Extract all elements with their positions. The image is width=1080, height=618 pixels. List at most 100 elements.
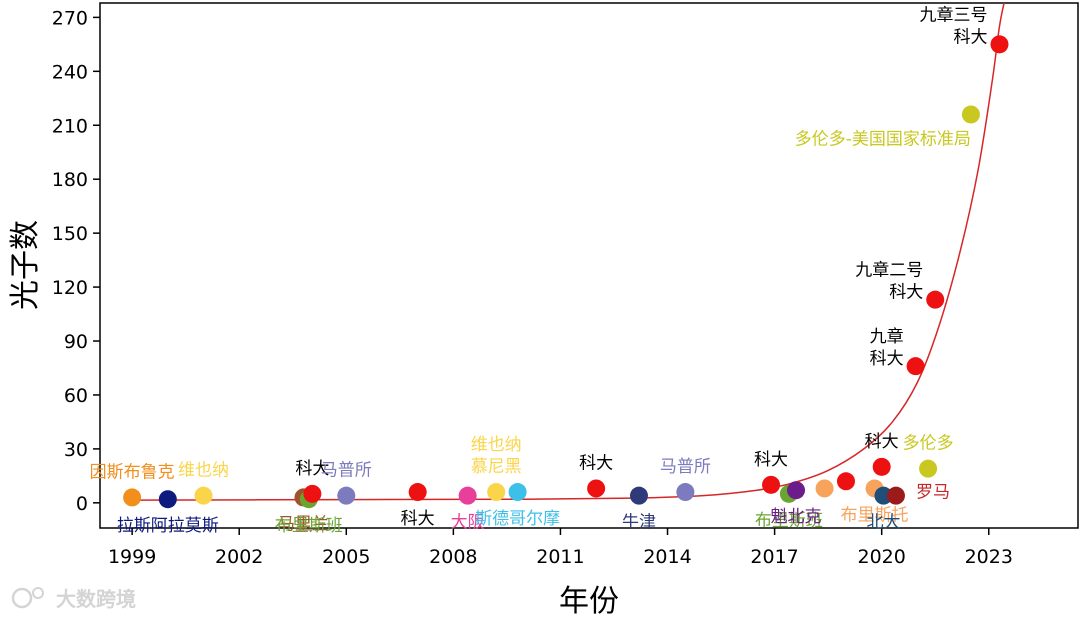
data-point [874, 486, 893, 505]
data-label: 科大 [865, 432, 899, 452]
data-label-line: 因斯布鲁克 [90, 462, 175, 482]
data-label-line: 魁北克 [771, 507, 822, 527]
data-label: 九章三号科大 [919, 5, 987, 47]
data-point [926, 290, 945, 309]
data-label: 九章科大 [870, 327, 904, 369]
data-point [836, 472, 855, 491]
data-label: 大阪 [451, 513, 485, 533]
data-label-line: 马普所 [321, 461, 372, 481]
data-label-line: 慕尼黑 [471, 457, 522, 477]
data-label: 罗马 [916, 483, 950, 503]
y-tick-label: 0 [76, 493, 88, 515]
data-label: 科大 [754, 450, 788, 470]
data-point [458, 486, 477, 505]
data-label-line: 科大 [953, 27, 987, 47]
data-label-line: 科大 [870, 349, 904, 369]
data-label: 布里斯班 [275, 516, 343, 536]
y-tick-label: 210 [52, 115, 88, 137]
data-point [815, 479, 834, 498]
x-tick-label: 1999 [108, 546, 156, 568]
plot-area-frame [99, 2, 1079, 529]
watermark-logo-dot-icon [32, 587, 44, 599]
data-label-line: 拉斯阿拉莫斯 [117, 516, 219, 536]
y-axis: 0 30 60 90 120 150 180 210 240 270 [52, 7, 100, 515]
data-label: 马普所 [321, 461, 372, 481]
data-label-line: 布里斯班 [755, 511, 823, 531]
data-label: 拉斯阿拉莫斯 [117, 516, 219, 536]
data-point [303, 484, 322, 503]
watermark: 大数跨境 [11, 587, 136, 611]
data-label: 斯德哥尔摩 [475, 509, 560, 529]
data-point [487, 483, 506, 502]
data-point [629, 486, 648, 505]
data-label-line: 九章三号 [919, 5, 987, 25]
data-points [123, 35, 1009, 509]
data-label-line: 科大 [295, 459, 329, 479]
data-label-line: 科大 [754, 450, 788, 470]
data-point [408, 483, 427, 502]
data-label: 多伦多 [903, 434, 954, 454]
data-point [990, 35, 1009, 54]
x-tick-label: 2008 [429, 546, 477, 568]
data-label-line: 九章二号 [855, 261, 923, 281]
data-label-line: 布里斯托 [841, 505, 909, 525]
x-tick-label: 2014 [643, 546, 691, 568]
x-tick-label: 2011 [536, 546, 584, 568]
data-label: 北大 [866, 513, 900, 533]
data-label: 马里兰 [278, 514, 329, 534]
data-label: 维也纳 [178, 461, 229, 481]
x-axis-title: 年份 [559, 584, 619, 618]
data-label: 维也纳慕尼黑 [471, 435, 522, 477]
data-label: 科大 [579, 453, 613, 473]
y-tick-label: 270 [52, 7, 88, 29]
data-point [872, 457, 891, 476]
data-point [762, 475, 781, 494]
y-axis-title: 光子数 [8, 220, 43, 310]
y-tick-label: 120 [52, 277, 88, 299]
data-point [194, 486, 213, 505]
data-label: 马普所 [660, 457, 711, 477]
y-tick-label: 60 [64, 385, 88, 407]
y-tick-label: 180 [52, 169, 88, 191]
x-axis: 1999 2002 2005 2008 2011 2014 2017 2020 2023 [108, 528, 1013, 568]
data-label-line: 牛津 [622, 513, 656, 533]
data-point [587, 479, 606, 498]
data-point [919, 459, 938, 478]
data-label-line: 斯德哥尔摩 [475, 509, 560, 529]
data-point [158, 490, 177, 509]
data-label: 九章二号科大 [855, 261, 923, 303]
data-label-line: 维也纳 [471, 435, 522, 455]
data-label: 魁北克 [771, 507, 822, 527]
x-tick-label: 2020 [858, 546, 906, 568]
data-label: 牛津 [622, 513, 656, 533]
data-point [337, 486, 356, 505]
data-point [961, 105, 980, 124]
data-label: 科大 [295, 459, 329, 479]
data-point [123, 488, 142, 507]
data-point [886, 486, 905, 505]
data-label-line: 科大 [579, 453, 613, 473]
data-point [676, 483, 695, 502]
data-label: 科大 [401, 509, 435, 529]
trend-curve [132, 3, 1005, 501]
trend-curve-layer [132, 3, 1005, 501]
data-label-line: 科大 [889, 283, 923, 303]
data-label-line: 布里斯班 [275, 516, 343, 536]
x-tick-label: 2017 [750, 546, 798, 568]
data-label-line: 罗马 [916, 483, 950, 503]
y-tick-label: 30 [64, 439, 88, 461]
data-label-line: 大阪 [451, 513, 485, 533]
y-tick-label: 90 [64, 331, 88, 353]
data-label-line: 维也纳 [178, 461, 229, 481]
data-point [508, 483, 527, 502]
data-label-line: 科大 [865, 432, 899, 452]
data-label-line: 北大 [866, 513, 900, 533]
y-tick-label: 150 [52, 223, 88, 245]
x-tick-label: 2005 [322, 546, 370, 568]
data-label-line: 马普所 [660, 457, 711, 477]
data-label: 多伦多-美国国家标准局 [795, 129, 971, 149]
data-label-line: 多伦多-美国国家标准局 [795, 129, 971, 149]
data-point [787, 481, 806, 500]
